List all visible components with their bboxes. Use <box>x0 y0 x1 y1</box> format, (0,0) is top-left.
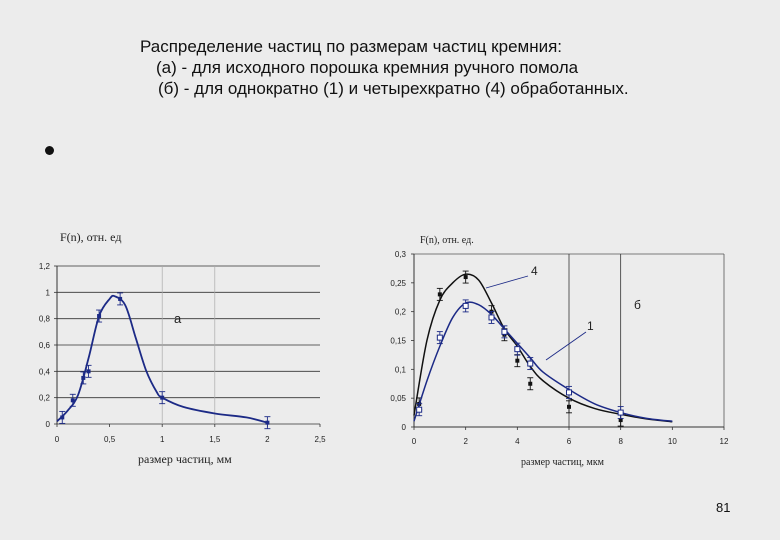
b-xtick-label: 2 <box>463 437 468 446</box>
b-xtick-label: 6 <box>567 437 572 446</box>
b-data-point-4 <box>437 292 442 297</box>
b-ytick-label: 0,15 <box>390 337 406 346</box>
a-xtick-label: 0 <box>55 435 60 444</box>
b-series-line-4 <box>413 273 673 423</box>
b-ytick-label: 0,05 <box>390 394 406 403</box>
b-x-axis-label: размер частиц, мкм <box>521 457 605 468</box>
a-ytick-label: 0,6 <box>39 341 51 350</box>
b-leader-1 <box>545 331 587 361</box>
a-ytick-label: 1 <box>46 288 51 297</box>
b-ytick-label: 0,3 <box>395 250 407 259</box>
b-data-point-1 <box>514 346 521 353</box>
page-number: 81 <box>716 500 731 515</box>
b-data-point-1 <box>416 406 423 413</box>
b-annotation-1: 1 <box>587 319 594 333</box>
a-xtick-label: 0,5 <box>104 435 116 444</box>
b-data-point-1 <box>617 409 624 416</box>
b-series-line-1 <box>413 301 673 422</box>
a-ytick-label: 1,2 <box>39 262 51 271</box>
a-annotation: a <box>174 311 182 326</box>
a-xtick-label: 2 <box>265 435 270 444</box>
a-xtick-label: 2,5 <box>314 435 326 444</box>
b-annotation-b: б <box>634 298 641 312</box>
b-data-point-1 <box>501 328 508 335</box>
b-data-point-1 <box>462 302 469 309</box>
title-line-3: (б) - для однократно (1) и четырехкратно… <box>158 79 629 98</box>
a-xtick-label: 1 <box>160 435 165 444</box>
b-data-point-4 <box>528 381 533 386</box>
b-ytick-label: 0,2 <box>395 308 407 317</box>
a-ytick-label: 0,8 <box>39 315 51 324</box>
bullet-dot <box>45 146 54 155</box>
b-ytick-label: 0,25 <box>390 279 406 288</box>
title-line-2: (а) - для исходного порошка кремния ручн… <box>156 58 579 77</box>
b-data-point-4 <box>515 358 520 363</box>
b-data-point-1 <box>436 334 443 341</box>
b-xtick-label: 12 <box>720 437 729 446</box>
title-line-1: Распределение частиц по размерам частиц … <box>140 37 563 56</box>
b-data-point-1 <box>566 389 572 396</box>
a-y-axis-label: F(n), отн. ед <box>60 230 121 244</box>
b-data-point-4 <box>618 418 623 423</box>
b-data-point-1 <box>527 360 534 367</box>
b-xtick-label: 10 <box>668 437 677 446</box>
a-xtick-label: 1,5 <box>209 435 221 444</box>
b-ytick-label: 0 <box>402 423 407 432</box>
a-ytick-label: 0 <box>46 420 51 429</box>
b-data-point-4 <box>463 275 468 280</box>
b-ytick-label: 0,1 <box>395 365 407 374</box>
a-ytick-label: 0,4 <box>39 367 51 376</box>
b-data-point-1 <box>488 314 495 321</box>
b-xtick-label: 8 <box>618 437 623 446</box>
b-xtick-label: 0 <box>412 437 417 446</box>
a-x-axis-label: размер частиц, мм <box>138 452 232 466</box>
b-data-point-4 <box>567 404 571 409</box>
b-y-axis-label: F(n), отн. ед. <box>420 235 474 246</box>
b-xtick-label: 4 <box>515 437 520 446</box>
b-annotation-4: 4 <box>531 264 538 278</box>
b-leader-4 <box>485 275 529 289</box>
slide-title: Распределение частиц по размерам частиц … <box>140 36 760 99</box>
a-ytick-label: 0,2 <box>39 394 51 403</box>
